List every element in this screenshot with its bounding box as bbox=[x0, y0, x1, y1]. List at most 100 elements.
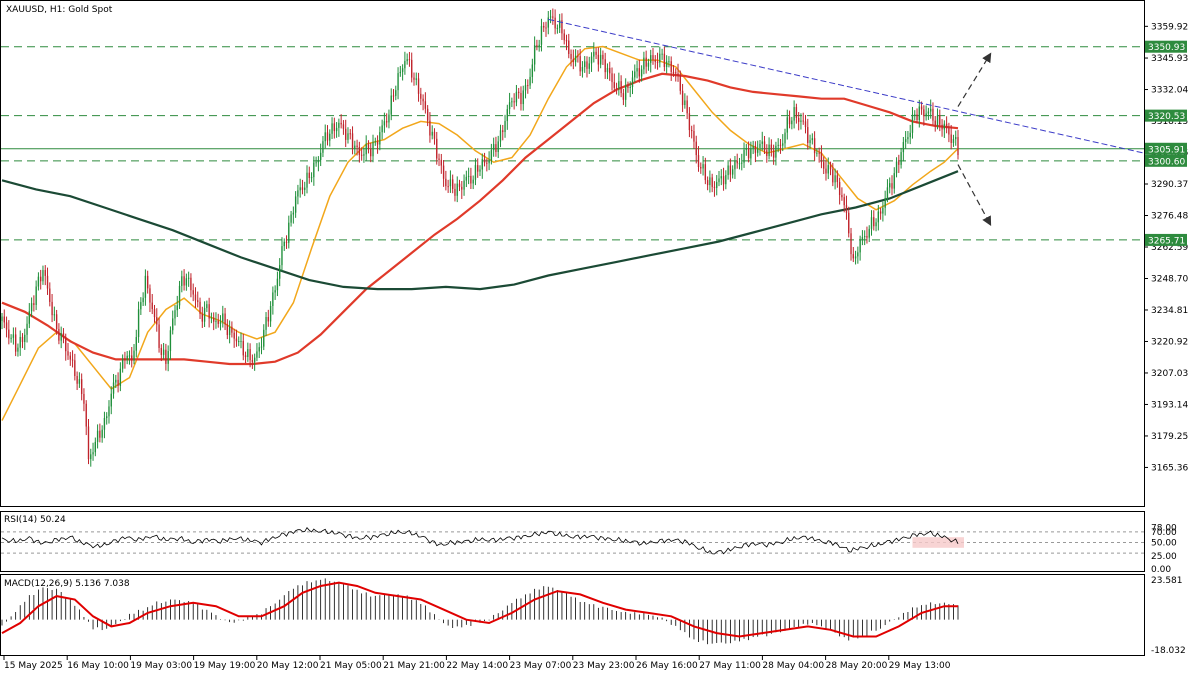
candle-body bbox=[340, 122, 342, 125]
candle-body bbox=[1, 316, 3, 321]
price-tick-label: 3332.04 bbox=[1151, 86, 1188, 96]
candle-body bbox=[301, 187, 304, 190]
candle-body bbox=[763, 141, 766, 151]
candle-body bbox=[424, 101, 427, 109]
candle-body bbox=[376, 141, 379, 145]
candle-body bbox=[650, 55, 652, 63]
candle-body bbox=[454, 188, 456, 196]
candle-body bbox=[158, 324, 160, 348]
candle-body bbox=[137, 309, 140, 338]
candle-body bbox=[426, 108, 429, 121]
candle-body bbox=[513, 101, 515, 103]
macd-panel[interactable]: MACD(12,26,9) 5.136 7.038 bbox=[0, 574, 1145, 656]
candle-body bbox=[458, 183, 461, 187]
time-axis: 15 May 2025 16 May 10:00 19 May 03:00 19 Ma… bbox=[3, 656, 951, 671]
candle-body bbox=[672, 71, 675, 73]
candle-body bbox=[411, 59, 413, 78]
candle-body bbox=[845, 205, 848, 213]
candle-body bbox=[718, 178, 720, 183]
candle-body bbox=[133, 350, 135, 361]
candle-body bbox=[224, 313, 226, 325]
candle-body bbox=[668, 61, 670, 63]
candle-body bbox=[92, 452, 94, 455]
candle-body bbox=[115, 379, 117, 383]
candle-body bbox=[404, 61, 406, 69]
candle-body bbox=[747, 148, 750, 159]
candle-body bbox=[547, 17, 549, 28]
candle-body bbox=[820, 153, 823, 163]
candle-body bbox=[399, 71, 402, 74]
candle-body bbox=[504, 121, 506, 133]
candle-body bbox=[372, 141, 374, 157]
candle-body bbox=[552, 16, 554, 18]
candle-body bbox=[74, 360, 76, 377]
candle-body bbox=[675, 72, 677, 74]
candle-body bbox=[618, 81, 620, 89]
candle-body bbox=[429, 120, 431, 136]
candle-body bbox=[112, 382, 115, 394]
candle-body bbox=[240, 340, 242, 342]
candle-body bbox=[681, 90, 684, 106]
rsi-tick-label: 70.00 bbox=[1151, 528, 1177, 538]
candle-body bbox=[167, 351, 169, 364]
price-tick-label: 3207.03 bbox=[1151, 369, 1188, 379]
time-tick-label: 20 May 12:00 bbox=[257, 661, 319, 671]
candle-body bbox=[169, 330, 172, 352]
candle-body bbox=[932, 108, 934, 121]
candle-body bbox=[729, 165, 732, 175]
candle-body bbox=[827, 165, 829, 174]
candle-body bbox=[265, 317, 267, 330]
candle-body bbox=[695, 141, 697, 156]
candle-body bbox=[24, 334, 26, 343]
candle-body bbox=[490, 150, 493, 161]
price-panel[interactable]: XAUUSD, H1: Gold Spot bbox=[0, 0, 1145, 507]
candle-body bbox=[520, 92, 522, 105]
candle-body bbox=[588, 63, 590, 69]
time-tick-label: 23 May 07:00 bbox=[510, 661, 572, 671]
candle-body bbox=[804, 121, 807, 128]
price-tick-label: 3234.81 bbox=[1151, 306, 1188, 316]
candle-body bbox=[358, 147, 361, 155]
candle-body bbox=[793, 107, 795, 121]
candle-body bbox=[488, 160, 490, 164]
candle-body bbox=[354, 145, 356, 149]
candle-body bbox=[226, 324, 229, 336]
candle-body bbox=[267, 317, 269, 322]
candle-body bbox=[413, 77, 415, 80]
candle-body bbox=[531, 64, 534, 77]
candle-body bbox=[506, 109, 508, 122]
candle-body bbox=[602, 54, 604, 60]
candle-body bbox=[5, 322, 8, 330]
rsi-tick-label: 78.00 bbox=[1151, 524, 1177, 534]
candle-body bbox=[684, 100, 686, 106]
candle-body bbox=[647, 62, 650, 67]
candle-body bbox=[304, 187, 306, 190]
candle-body bbox=[342, 124, 345, 129]
candle-body bbox=[326, 132, 329, 141]
candle-body bbox=[8, 329, 10, 339]
macd-axis: 23.581 -18.032 bbox=[1151, 576, 1186, 656]
candle-body bbox=[58, 329, 60, 341]
candle-body bbox=[185, 278, 188, 286]
candle-body bbox=[162, 349, 165, 355]
candle-body bbox=[299, 187, 301, 191]
candle-body bbox=[294, 196, 297, 213]
candle-body bbox=[918, 106, 920, 121]
rsi-panel[interactable]: RSI(14) 50.24 bbox=[0, 511, 1145, 572]
candle-body bbox=[363, 154, 365, 156]
candle-body bbox=[285, 241, 288, 243]
candle-body bbox=[94, 441, 97, 453]
level-label: 3305.91 bbox=[1148, 145, 1185, 155]
candle-body bbox=[165, 349, 167, 364]
candle-body bbox=[308, 172, 310, 178]
candle-body bbox=[187, 277, 190, 279]
candle-body bbox=[452, 179, 454, 189]
candle-body bbox=[213, 317, 215, 322]
candle-body bbox=[934, 120, 936, 126]
candle-body bbox=[593, 51, 595, 57]
candle-body bbox=[90, 454, 92, 460]
candle-body bbox=[44, 270, 46, 276]
candle-body bbox=[943, 123, 946, 130]
candle-body bbox=[538, 44, 540, 47]
